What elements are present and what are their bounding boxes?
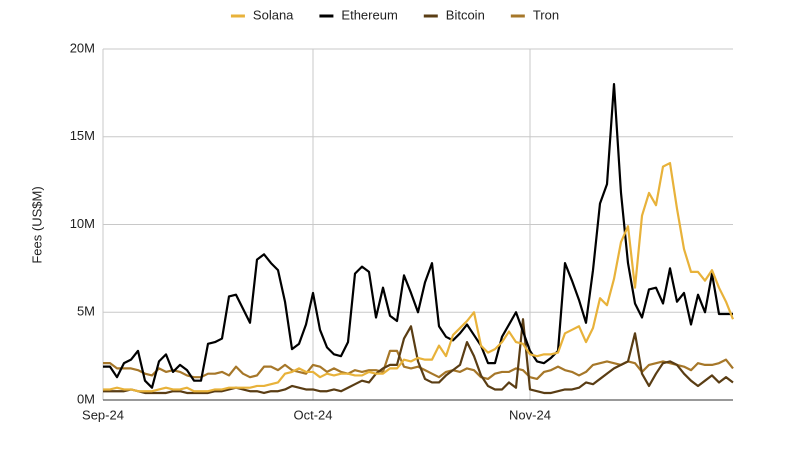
x-tick-label: Oct-24 (293, 407, 332, 422)
series-line (103, 161, 735, 393)
y-tick-label: 15M (70, 128, 95, 143)
y-tick-label: 5M (77, 304, 95, 319)
legend-label: Ethereum (341, 7, 397, 22)
y-tick-label: 10M (70, 216, 95, 231)
y-axis-title: Fees (US$M) (29, 186, 44, 263)
y-tick-label: 20M (70, 40, 95, 55)
legend-label: Tron (533, 7, 559, 22)
y-tick-label: 0M (77, 391, 95, 406)
series-line (103, 318, 734, 395)
legend-label: Solana (253, 7, 294, 22)
x-tick-label: Sep-24 (82, 407, 124, 422)
legend-label: Bitcoin (446, 7, 485, 22)
x-tick-label: Nov-24 (509, 407, 551, 422)
series-line (103, 83, 733, 389)
